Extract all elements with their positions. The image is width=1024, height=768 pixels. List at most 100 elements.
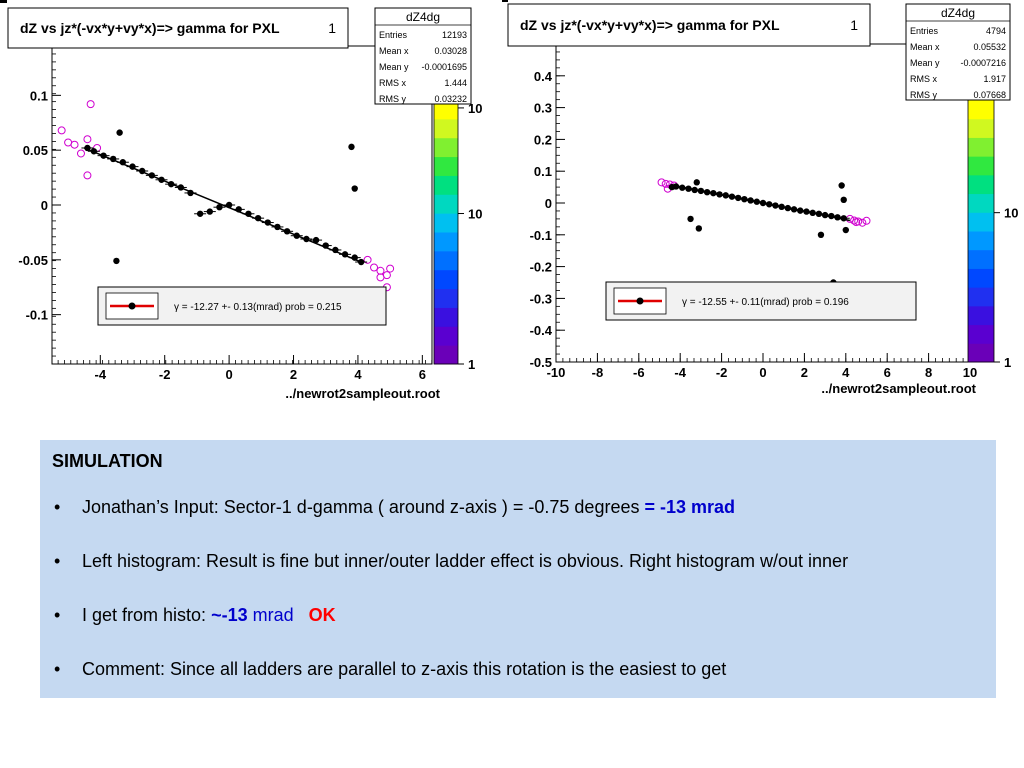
- stats-label: Mean y: [910, 58, 940, 68]
- y-axis: -0.1 -0.05 0 0.05 0.1: [18, 45, 61, 365]
- outlier-point: [842, 226, 849, 234]
- color-bar-label: 10: [468, 101, 482, 116]
- color-bar-band: [434, 326, 458, 346]
- histogram-cells: [502, 0, 508, 2]
- stats-value: 0.03232: [434, 94, 467, 104]
- histogram-cell: [0, 0, 7, 3]
- color-bar-label: 1: [468, 357, 475, 372]
- color-bar-band: [968, 231, 994, 251]
- open-circle-marker: [858, 218, 867, 227]
- color-bar-band: [968, 137, 994, 157]
- profile-point: [341, 251, 349, 258]
- color-bar-band: [434, 156, 458, 176]
- simulation-notes-box: SIMULATION Jonathan’s Input: Sector-1 d-…: [40, 440, 996, 698]
- profile-point: [274, 223, 281, 231]
- profile-point: [734, 194, 742, 202]
- profile-point: [840, 215, 847, 222]
- y-tick-label: 0: [545, 196, 552, 211]
- profile-point: [312, 236, 320, 244]
- outlier-point: [695, 225, 703, 232]
- notes-heading: SIMULATION: [52, 451, 163, 471]
- profile-point: [679, 184, 686, 191]
- outlier-point: [817, 231, 825, 238]
- y-tick-label: -0.4: [530, 323, 553, 338]
- x-tick-label: -2: [716, 365, 728, 380]
- profile-point: [710, 189, 717, 197]
- profile-point: [747, 197, 754, 204]
- x-tick-label: 4: [842, 365, 850, 380]
- color-bar-band: [434, 100, 458, 120]
- profile-point: [225, 201, 233, 209]
- stats-value: 1.444: [444, 78, 467, 88]
- color-bar-band: [968, 156, 994, 176]
- color-bar-band: [434, 345, 458, 365]
- note-comment: Comment: Since all ladders are parallel …: [52, 658, 984, 680]
- profile-point: [119, 159, 127, 166]
- x-axis: -10 -8 -6 -4 -2 0 2 4 6 8 10: [547, 353, 977, 380]
- outlier-point: [348, 143, 355, 151]
- title-box: dZ vs jz*(-vx*y+vy*x)=> gamma for PXL 1: [507, 3, 871, 47]
- outlier-point: [351, 185, 358, 192]
- histogram-cells: [0, 0, 7, 3]
- x-tick-label: 6: [419, 367, 426, 382]
- file-name-label: ../newrot2sampleout.root: [285, 386, 440, 401]
- profile-point: [790, 206, 798, 213]
- note-histo-result-status: OK: [308, 605, 336, 625]
- y-axis: -0.5 -0.4 -0.3 -0.2 -0.1 0 0.1 0.2 0.3 0.4: [530, 43, 565, 370]
- stats-label: RMS x: [910, 74, 938, 84]
- file-name-label: ../newrot2sampleout.root: [821, 381, 976, 396]
- profile-point: [264, 219, 271, 226]
- x-tick-label: -2: [159, 367, 171, 382]
- profile-point: [187, 189, 194, 197]
- stats-frame: [905, 3, 1011, 101]
- note-histo-result-text: I get from histo:: [82, 605, 212, 625]
- profile-point: [167, 180, 175, 188]
- color-bar-label: 1: [1004, 355, 1011, 370]
- profile-point: [772, 202, 779, 209]
- chart-title: dZ vs jz*(-vx*y+vy*x)=> gamma for PXL: [520, 17, 780, 33]
- profile-point: [129, 163, 136, 170]
- right-histogram-panel: -10 -8 -6 -4 -2 0 2 4 6 8 10 -0.5 -0.4 -0.3 -0.2 -0.1 0 0…: [502, 0, 1022, 410]
- y-tick-label: 0.1: [30, 88, 48, 103]
- stats-frame: [374, 7, 472, 105]
- profile-point: [254, 214, 262, 222]
- stats-label: Mean x: [910, 42, 940, 52]
- y-tick-label: 0: [41, 198, 48, 213]
- color-bar-band: [968, 249, 994, 269]
- note-left-histogram: Left histogram: Result is fine but inner…: [52, 550, 984, 572]
- fit-legend-marker-sample: [636, 297, 644, 305]
- profile-point: [138, 167, 146, 175]
- stats-value: 1.917: [983, 74, 1006, 84]
- profile-point: [778, 203, 785, 211]
- profile-point: [741, 195, 748, 203]
- histogram-canvas: -4 -2 0 2 4 6 -0.1 -0.05 0 0.05 0.1 1 10 10 dZ vs jz*(…: [0, 0, 482, 408]
- profile-point: [84, 144, 91, 152]
- open-circle-marker: [70, 140, 79, 149]
- open-circle-marker: [661, 179, 670, 188]
- fit-legend-text: γ = -12.27 +- 0.13(mrad) prob = 0.215: [174, 302, 342, 313]
- x-tick-label: -4: [95, 367, 107, 382]
- profile-point: [685, 185, 692, 192]
- color-bar-band: [434, 232, 458, 252]
- y-tick-label: 0.4: [534, 69, 553, 84]
- note-jonathan-input: Jonathan’s Input: Sector-1 d-gamma ( aro…: [52, 496, 984, 518]
- color-bar-band: [968, 268, 994, 288]
- left-histogram-panel: -4 -2 0 2 4 6 -0.1 -0.05 0 0.05 0.1 1 10 10 dZ vs jz*(…: [0, 0, 482, 408]
- outlier-point: [116, 129, 123, 136]
- color-bar-band: [968, 305, 994, 326]
- profile-point: [109, 155, 117, 163]
- open-circle-marker: [657, 178, 666, 187]
- y-tick-label: 0.3: [534, 101, 552, 116]
- x-tick-label: 2: [290, 367, 297, 382]
- fit-legend: γ = -12.27 +- 0.13(mrad) prob = 0.215: [97, 286, 387, 326]
- note-histo-result: I get from histo: ~-13 mrad OK: [52, 604, 984, 626]
- y-tick-label: -0.1: [530, 228, 552, 243]
- profile-point: [716, 191, 723, 198]
- stats-label: Mean y: [379, 62, 409, 72]
- y-tick-label: 0.1: [534, 164, 552, 179]
- color-bar-band: [968, 343, 994, 363]
- note-jonathan-input-value: = -13 mrad: [644, 497, 736, 517]
- profile-point: [809, 209, 816, 217]
- profile-point: [303, 235, 310, 243]
